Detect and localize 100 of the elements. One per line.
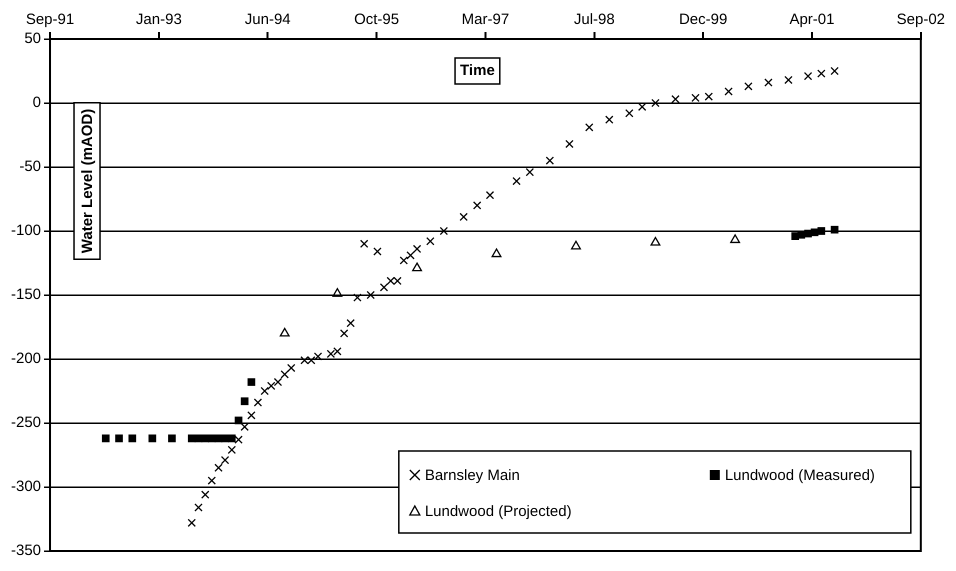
- point: [526, 168, 534, 176]
- point: [744, 82, 753, 91]
- legend-label: Lundwood (Measured): [724, 467, 875, 484]
- x-tick-label: Jan-93: [136, 11, 182, 28]
- point: [704, 92, 713, 101]
- point: [804, 230, 812, 238]
- y-tick-label: -150: [10, 286, 42, 304]
- point: [386, 276, 395, 286]
- point: [650, 236, 660, 246]
- point: [393, 276, 402, 286]
- point: [194, 434, 202, 442]
- point: [260, 386, 269, 396]
- point: [148, 434, 156, 442]
- point: [671, 94, 680, 104]
- point: [360, 240, 368, 248]
- y-axis-title: Water Level (mAOD): [79, 108, 96, 254]
- x-tick-label: Jul-98: [574, 11, 615, 28]
- point: [817, 227, 826, 235]
- point: [784, 76, 793, 84]
- point: [254, 398, 262, 407]
- point: [512, 176, 521, 186]
- point: [817, 69, 826, 78]
- point: [280, 370, 289, 379]
- point: [810, 228, 818, 236]
- x-tick-label: Jun-94: [244, 11, 291, 28]
- point: [406, 251, 415, 260]
- point: [234, 435, 243, 444]
- point: [287, 364, 296, 372]
- point: [830, 66, 839, 76]
- point: [326, 350, 336, 358]
- point: [804, 72, 812, 80]
- point: [585, 123, 594, 132]
- legend-label: Lundwood (Projected): [424, 503, 572, 520]
- point: [764, 78, 773, 87]
- point: [314, 352, 322, 361]
- point: [412, 244, 422, 254]
- y-tick-label: -250: [10, 414, 42, 432]
- point: [565, 140, 574, 148]
- point: [724, 87, 733, 96]
- point: [440, 226, 448, 236]
- point: [412, 262, 422, 272]
- point: [492, 248, 502, 258]
- point: [280, 328, 290, 337]
- point: [247, 411, 256, 420]
- point: [221, 434, 229, 442]
- point: [115, 434, 123, 442]
- point: [546, 156, 554, 165]
- point: [472, 201, 482, 210]
- point: [267, 382, 276, 390]
- point: [208, 476, 216, 485]
- point: [168, 434, 176, 442]
- point: [605, 115, 614, 124]
- point: [228, 434, 236, 442]
- point: [830, 226, 838, 234]
- point: [300, 356, 309, 364]
- point: [426, 237, 435, 246]
- x-tick-label: Apr-01: [789, 11, 834, 28]
- point: [459, 212, 468, 222]
- point: [353, 293, 362, 302]
- x-axis-title: Time: [460, 62, 495, 80]
- point: [102, 434, 110, 442]
- point: [333, 347, 342, 356]
- point: [346, 318, 355, 328]
- point: [625, 109, 634, 118]
- x-tick-label: Oct-95: [354, 11, 400, 28]
- y-tick-label: 0: [32, 94, 42, 112]
- point: [400, 256, 408, 265]
- y-tick-label: -200: [10, 350, 42, 368]
- point: [274, 378, 282, 386]
- y-tick-label: -50: [19, 158, 42, 176]
- x-tick-label: Mar-97: [462, 11, 510, 28]
- x-tick-label: Sep-02: [896, 11, 946, 28]
- point: [571, 240, 581, 250]
- point: [380, 283, 388, 292]
- y-tick-label: -300: [10, 478, 42, 496]
- point: [220, 456, 230, 464]
- point: [340, 329, 348, 338]
- point: [128, 434, 136, 442]
- point: [373, 247, 382, 256]
- point: [730, 234, 740, 244]
- point: [332, 288, 342, 297]
- x-tick-label: Sep-91: [26, 11, 74, 28]
- x-tick-label: Dec-99: [678, 11, 728, 28]
- point: [234, 416, 242, 424]
- point: [201, 490, 210, 499]
- point: [228, 446, 236, 454]
- point: [486, 190, 494, 200]
- point: [307, 356, 316, 364]
- y-tick-label: 50: [24, 30, 42, 48]
- legend-label: Barnsley Main: [424, 467, 520, 484]
- point: [214, 464, 223, 472]
- point: [240, 397, 248, 406]
- point: [194, 503, 203, 512]
- point: [366, 290, 375, 300]
- y-tick-label: -350: [10, 542, 42, 560]
- point: [188, 518, 196, 528]
- point: [691, 94, 700, 102]
- y-tick-label: -100: [10, 222, 42, 240]
- point: [248, 378, 256, 386]
- point: [651, 98, 660, 108]
